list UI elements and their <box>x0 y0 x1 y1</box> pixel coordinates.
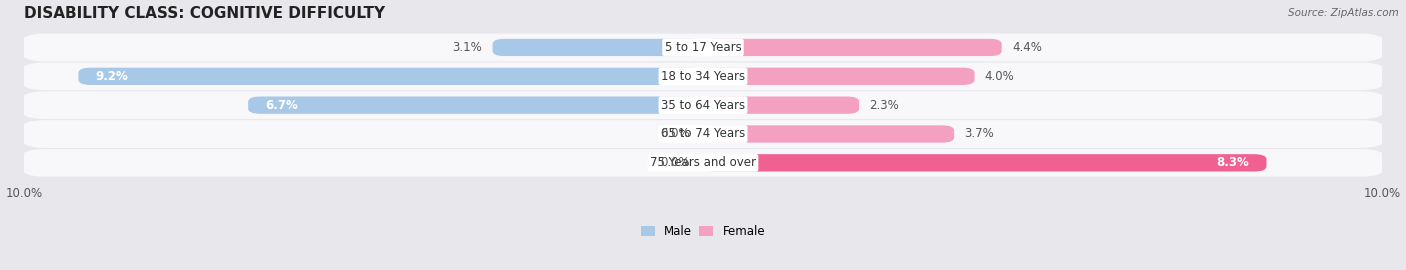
FancyBboxPatch shape <box>79 68 703 85</box>
Text: 8.3%: 8.3% <box>1216 156 1250 169</box>
FancyBboxPatch shape <box>21 34 1385 61</box>
FancyBboxPatch shape <box>21 62 1385 90</box>
FancyBboxPatch shape <box>703 96 859 114</box>
Text: 9.2%: 9.2% <box>96 70 128 83</box>
FancyBboxPatch shape <box>21 149 1385 177</box>
FancyBboxPatch shape <box>492 39 703 56</box>
Text: 2.3%: 2.3% <box>869 99 898 112</box>
FancyBboxPatch shape <box>703 39 1001 56</box>
Text: 75 Years and over: 75 Years and over <box>650 156 756 169</box>
FancyBboxPatch shape <box>21 120 1385 148</box>
Text: 3.1%: 3.1% <box>453 41 482 54</box>
Text: 0.0%: 0.0% <box>659 156 689 169</box>
FancyBboxPatch shape <box>703 125 955 143</box>
Text: 4.4%: 4.4% <box>1012 41 1042 54</box>
Text: 5 to 17 Years: 5 to 17 Years <box>665 41 741 54</box>
Text: Source: ZipAtlas.com: Source: ZipAtlas.com <box>1288 8 1399 18</box>
FancyBboxPatch shape <box>21 91 1385 119</box>
FancyBboxPatch shape <box>703 68 974 85</box>
Text: 6.7%: 6.7% <box>266 99 298 112</box>
FancyBboxPatch shape <box>247 96 703 114</box>
Text: 3.7%: 3.7% <box>965 127 994 140</box>
Legend: Male, Female: Male, Female <box>636 220 770 242</box>
Text: 0.0%: 0.0% <box>659 127 689 140</box>
Text: 35 to 64 Years: 35 to 64 Years <box>661 99 745 112</box>
FancyBboxPatch shape <box>703 154 1267 171</box>
Text: DISABILITY CLASS: COGNITIVE DIFFICULTY: DISABILITY CLASS: COGNITIVE DIFFICULTY <box>24 6 385 21</box>
Text: 65 to 74 Years: 65 to 74 Years <box>661 127 745 140</box>
Text: 4.0%: 4.0% <box>984 70 1015 83</box>
Text: 18 to 34 Years: 18 to 34 Years <box>661 70 745 83</box>
